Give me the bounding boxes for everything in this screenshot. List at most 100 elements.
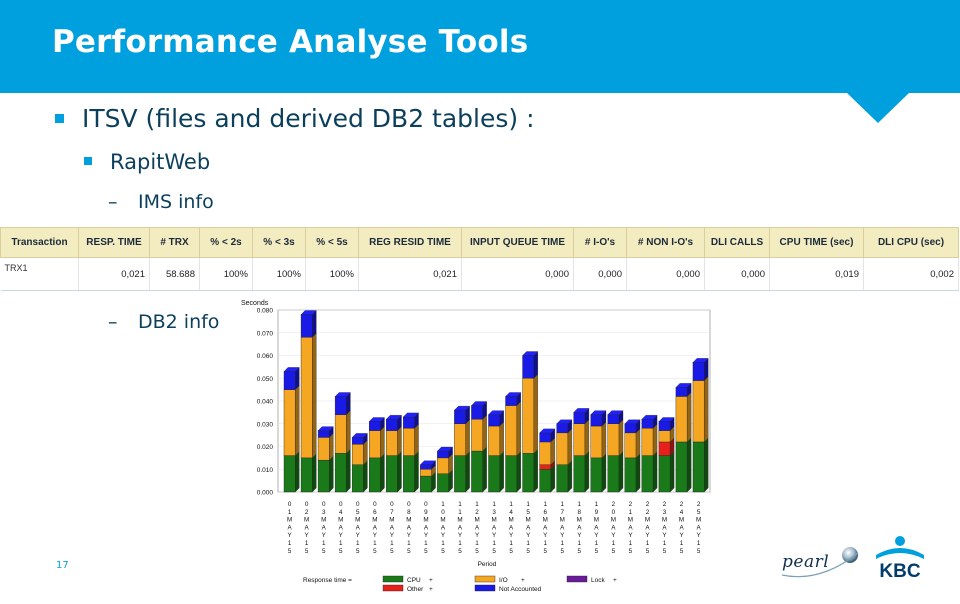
bar-segment-side [295,451,300,493]
bar-segment [368,457,381,493]
legend-swatch [382,575,404,583]
bar-segment-side [465,419,470,456]
y-tick-label: 0.070 [257,330,274,337]
table-cell: 0,019 [769,257,864,291]
x-tick-label: M [457,517,462,524]
bar-segment-side [704,437,709,493]
bar-segment-side [346,410,351,454]
x-tick-label: M [423,517,428,524]
x-tick-label: 6 [373,509,377,516]
legend-swatch [474,575,496,583]
bar-segment [624,432,637,459]
x-tick-label: A [288,524,293,531]
bar-segment [300,337,313,459]
bar-segment-side [704,376,709,443]
x-tick-label: 1 [492,501,496,508]
x-tick-label: M [440,517,445,524]
dash-marker: – [108,311,118,333]
bar-segment [386,430,398,456]
x-tick-label: Y [424,532,429,539]
x-tick-label: 6 [543,509,547,516]
x-tick-label: 5 [475,548,479,555]
x-tick-label: Y [577,532,582,539]
dash-marker: – [108,191,118,213]
bullet-itsv: ITSV (files and derived DB2 tables) : [82,104,535,133]
x-tick-label: 1 [646,540,650,547]
x-tick-label: M [679,517,684,524]
bar-segment [641,428,654,456]
col-header: # NON I-O's [626,227,705,258]
x-tick-label: Y [441,532,446,539]
x-tick-label: 1 [663,540,667,547]
x-tick-label: 5 [492,548,496,555]
bar-segment [658,455,671,493]
col-header: % < 3s [252,227,306,258]
bar-top [607,410,624,415]
x-tick-label: 0 [390,501,394,508]
x-tick-label: A [407,524,412,531]
x-tick-label: M [338,517,343,524]
bar-segment-side [618,451,624,493]
x-tick-label: 1 [595,540,599,547]
bar-segment [522,355,535,379]
bar-top [300,310,317,315]
bar-segment [403,455,415,493]
x-tick-label: 1 [305,540,309,547]
x-tick-label: 0 [407,501,411,508]
x-tick-label: Y [594,532,599,539]
bar-segment [624,457,637,493]
x-tick-label: 5 [407,548,411,555]
bar-segment-side [516,401,521,456]
bar-segment-side [499,451,504,493]
bar-segment [386,455,398,493]
bar-segment-side [397,426,402,456]
x-tick-label: A [441,524,446,531]
x-tick-label: 5 [646,548,650,555]
y-tick-label: 0.080 [257,308,274,315]
x-tick-label: A [305,524,310,531]
bar-segment [420,475,432,493]
x-tick-label: M [355,517,360,524]
x-tick-label: 1 [441,540,445,547]
x-tick-label: A [339,524,344,531]
bar-top [556,419,573,424]
x-tick-label: 1 [578,540,582,547]
bar-top [283,367,300,372]
bar-top [573,408,590,413]
ims-info-table: Transaction RESP. TIME # TRX % < 2s % < … [0,227,960,291]
legend-swatch [566,575,588,583]
bar-top [368,417,385,422]
bar-segment-side [414,423,419,456]
bar-segment-side [533,373,538,454]
x-tick-label: 5 [288,548,292,555]
table-row: TRX1 0,021 58.688 100% 100% 100% 0,021 0… [0,257,959,291]
title-bar-notch [846,92,910,123]
x-tick-label: 0 [339,501,343,508]
x-tick-label: M [662,517,667,524]
bar-top [505,392,522,397]
bar-top [641,415,658,420]
bar-segment [658,441,671,456]
bar-segment-side [687,437,692,493]
x-tick-label: 5 [595,548,599,555]
x-tick-label: 7 [390,509,394,516]
bar-top [692,358,709,363]
bar-segment [641,455,654,493]
bullet-square-icon [55,114,64,123]
bar-segment-side [482,446,487,493]
y-tick-label: 0.010 [257,467,274,474]
bar-segment-side [363,439,368,466]
x-tick-label: 4 [509,509,513,516]
legend-prefix: Response time = [303,577,352,584]
x-tick-label: 5 [612,548,616,555]
bar-segment [454,455,466,493]
bar-segment [300,314,313,338]
x-tick-label: Y [645,532,650,539]
x-tick-label: 0 [441,509,445,516]
x-tick-label: 2 [305,509,309,516]
bar-segment [334,453,347,493]
x-tick-label: M [645,517,650,524]
table-cell: TRX1 [0,257,79,291]
x-tick-label: M [389,517,394,524]
x-tick-label: A [662,524,667,531]
